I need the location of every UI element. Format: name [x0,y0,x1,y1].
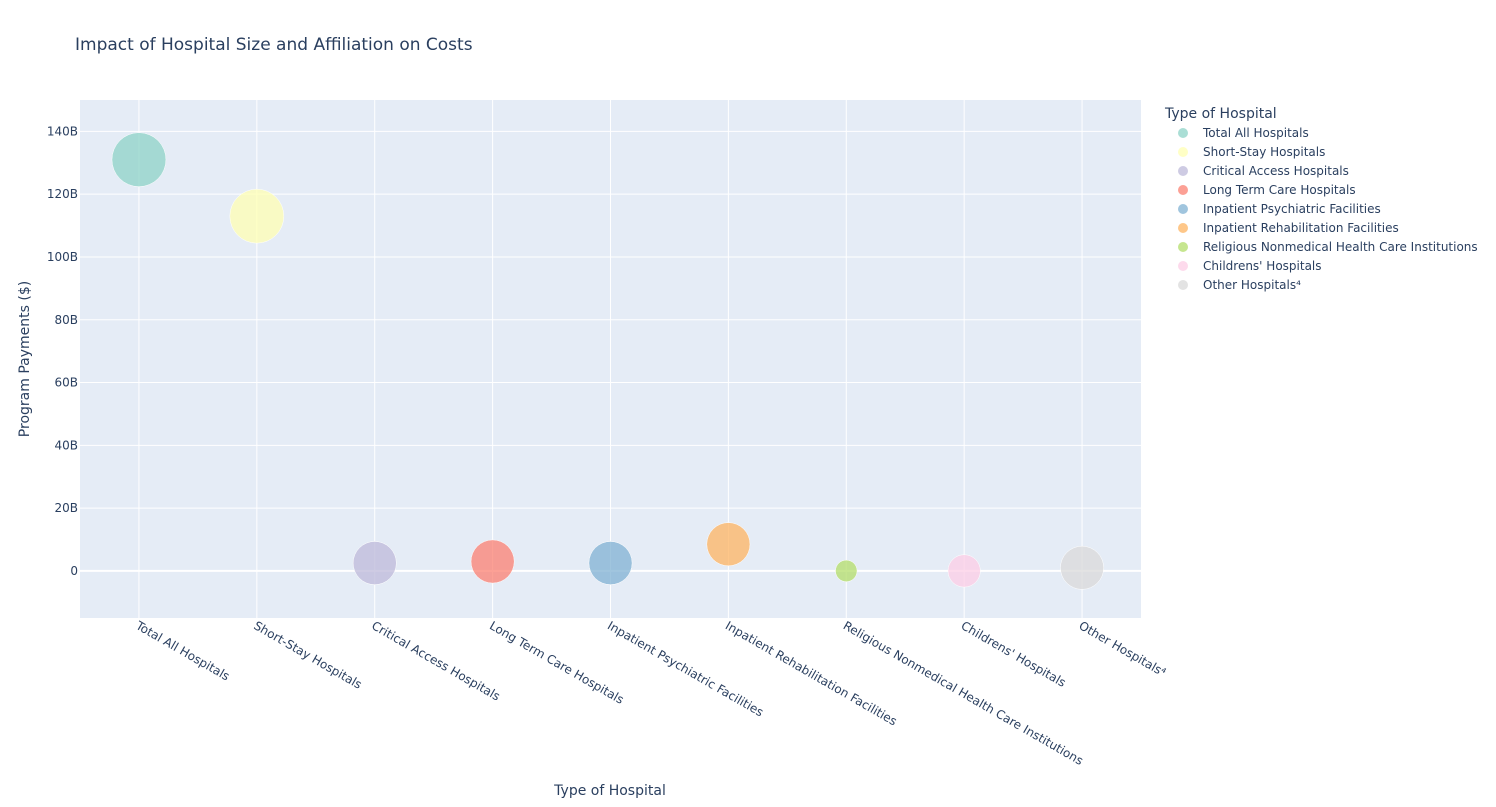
y-tick-label: 100B [47,250,78,264]
legend-marker-other-hospitals[interactable] [1178,280,1188,290]
legend-marker-total-all-hospitals[interactable] [1178,128,1188,138]
legend-marker-inpatient-psychiatric-facilities[interactable] [1178,204,1188,214]
x-tick-label: Total All Hospitals [133,618,232,683]
legend-marker-childrens-hospitals[interactable] [1178,261,1188,271]
bubble-other-hospitals[interactable] [1060,545,1104,590]
bubble-long-term-care-hospitals[interactable] [470,539,515,584]
y-axis-title: Program Payments ($) [17,281,33,437]
x-tick-label: Other Hospitals⁴ [1077,618,1169,679]
legend-label-other-hospitals[interactable]: Other Hospitals⁴ [1203,278,1301,292]
y-tick-label: 0 [70,564,78,578]
legend-label-childrens-hospitals[interactable]: Childrens' Hospitals [1203,259,1322,273]
bubble-religious-nonmedical-health-care-institutions[interactable] [835,559,858,582]
legend-title: Type of Hospital [1164,106,1277,122]
legend-label-short-stay-hospitals[interactable]: Short-Stay Hospitals [1203,145,1325,159]
legend-label-long-term-care-hospitals[interactable]: Long Term Care Hospitals [1203,183,1356,197]
legend-marker-religious-nonmedical-health-care-institutions[interactable] [1178,242,1188,252]
y-tick-label: 60B [54,376,78,390]
y-tick-label: 40B [54,438,78,452]
legend-label-inpatient-rehabilitation-facilities[interactable]: Inpatient Rehabilitation Facilities [1203,221,1399,235]
x-tick-label: Long Term Care Hospitals [487,618,626,706]
legend-marker-inpatient-rehabilitation-facilities[interactable] [1178,223,1188,233]
y-tick-label: 140B [47,124,78,138]
legend-label-critical-access-hospitals[interactable]: Critical Access Hospitals [1203,164,1349,178]
legend-label-total-all-hospitals[interactable]: Total All Hospitals [1202,126,1309,140]
y-tick-labels: 0 20B 40B 60B 80B 100B 120B 140B [47,124,78,578]
legend-label-religious-nonmedical-health-care-institutions[interactable]: Religious Nonmedical Health Care Institu… [1203,240,1478,254]
y-tick-label: 120B [47,187,78,201]
legend: Type of Hospital Total All Hospitals Shor… [1164,106,1478,292]
legend-label-inpatient-psychiatric-facilities[interactable]: Inpatient Psychiatric Facilities [1203,202,1381,216]
x-tick-labels: Total All Hospitals Short-Stay Hospitals C… [133,618,1169,768]
chart-title: Impact of Hospital Size and Affiliation … [75,35,473,55]
bubble-inpatient-psychiatric-facilities[interactable] [588,541,633,585]
y-tick-label: 80B [54,313,78,327]
bubble-total-all-hospitals[interactable] [111,132,167,187]
x-tick-label: Short-Stay Hospitals [251,618,364,691]
x-tick-label: Religious Nonmedical Health Care Institu… [841,618,1086,767]
legend-items: Total All Hospitals Short-Stay Hospitals C… [1178,126,1478,292]
bubble-short-stay-hospitals[interactable] [229,188,285,244]
bubble-inpatient-rehabilitation-facilities[interactable] [706,522,751,567]
bubble-critical-access-hospitals[interactable] [352,541,397,585]
x-tick-label: Childrens' Hospitals [959,618,1069,689]
bubble-markers [111,132,1104,590]
y-tick-label: 20B [54,501,78,515]
legend-marker-short-stay-hospitals[interactable] [1178,147,1188,157]
bubble-childrens-hospitals[interactable] [947,554,981,588]
legend-marker-long-term-care-hospitals[interactable] [1178,185,1188,195]
x-axis-title: Type of Hospital [553,783,666,799]
x-tick-label: Critical Access Hospitals [369,618,502,703]
legend-marker-critical-access-hospitals[interactable] [1178,166,1188,176]
